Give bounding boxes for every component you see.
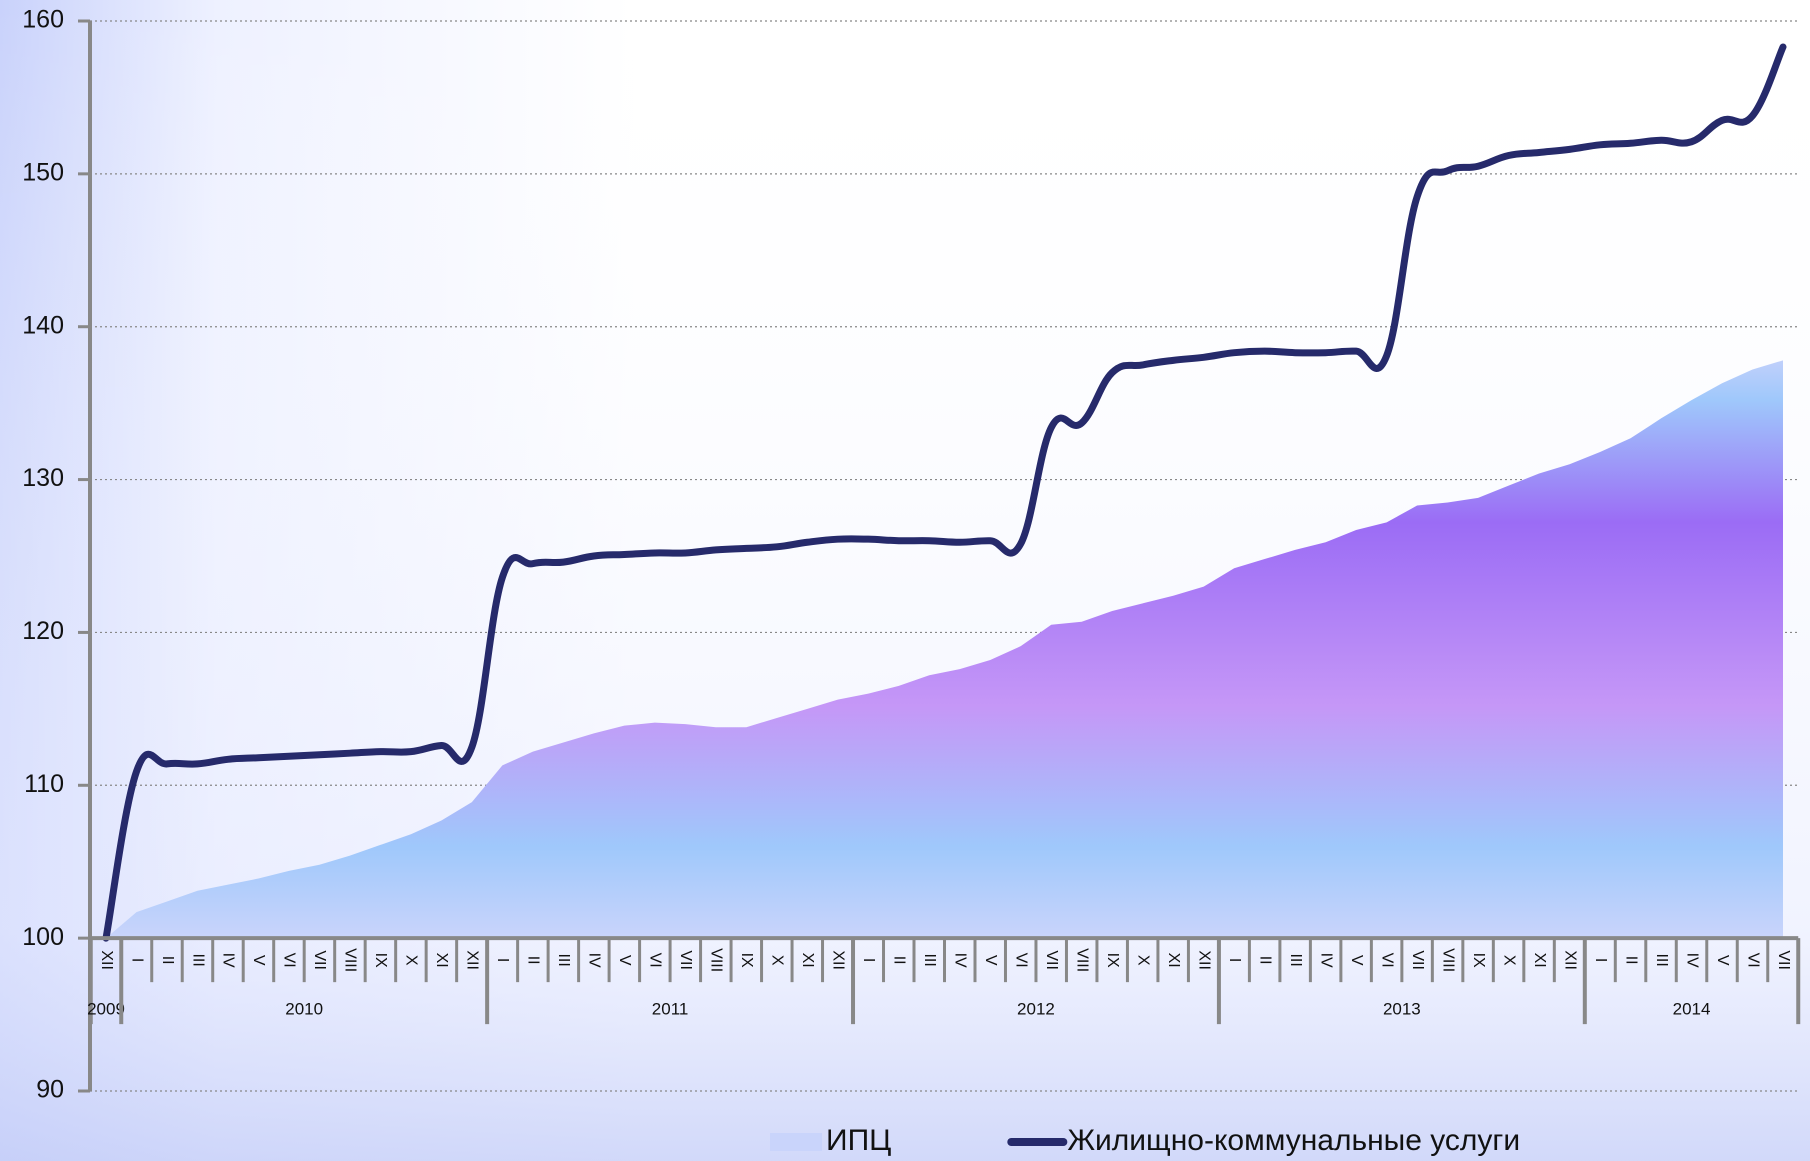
month-label: VII — [1043, 950, 1060, 970]
month-label: VI — [1378, 953, 1395, 968]
month-label: VI — [1012, 953, 1029, 968]
month-label: VIII — [1439, 948, 1456, 972]
y-tick-label: 130 — [22, 464, 64, 492]
year-label: 2011 — [652, 1000, 689, 1019]
month-label: V — [982, 955, 999, 966]
month-label: XI — [1165, 953, 1182, 968]
year-label: 2010 — [285, 1000, 323, 1019]
month-label: V — [250, 955, 267, 966]
month-label: V — [1714, 955, 1731, 966]
y-tick-label: 140 — [22, 311, 64, 339]
month-label: XI — [1531, 953, 1548, 968]
month-label: IV — [586, 953, 603, 968]
month-label: VI — [281, 953, 298, 968]
month-label: VII — [311, 950, 328, 970]
y-tick-label: 120 — [22, 617, 64, 645]
month-label: VIII — [1073, 948, 1090, 972]
legend-label: ИПЦ — [826, 1124, 891, 1157]
month-label: II — [159, 956, 176, 965]
y-tick-label: 110 — [24, 770, 64, 798]
year-label: 2012 — [1017, 1000, 1055, 1019]
month-label: IV — [952, 953, 969, 968]
month-label: VII — [1409, 950, 1426, 970]
legend-label: Жилищно-коммунальные услуги — [1067, 1124, 1520, 1157]
month-label: IV — [1683, 953, 1700, 968]
month-label: II — [525, 956, 542, 965]
month-label: I — [128, 958, 145, 962]
year-label: 2014 — [1673, 1000, 1711, 1019]
y-tick-label: 100 — [22, 923, 64, 951]
month-label: III — [189, 953, 206, 966]
month-label: XII — [1561, 950, 1578, 970]
month-label: I — [494, 958, 511, 962]
y-tick-label: 160 — [22, 6, 64, 34]
month-label: II — [891, 956, 908, 965]
housing-line — [102, 43, 1787, 942]
month-label: V — [1348, 955, 1365, 966]
month-label: VIII — [342, 948, 359, 972]
month-label: V — [616, 955, 633, 966]
y-tick-label: 150 — [22, 158, 64, 186]
month-label: VI — [647, 953, 664, 968]
legend-swatch — [770, 1133, 822, 1151]
y-tick-label: 90 — [36, 1076, 64, 1104]
month-label: I — [1592, 958, 1609, 962]
month-label: XI — [799, 953, 816, 968]
month-label: IV — [1317, 953, 1334, 968]
month-label: IX — [738, 953, 755, 968]
month-label: X — [1500, 955, 1517, 966]
month-label: XII — [98, 950, 115, 970]
month-label: XII — [830, 950, 847, 970]
month-label: VII — [677, 950, 694, 970]
month-label: I — [1226, 958, 1243, 962]
month-label: IX — [1104, 953, 1121, 968]
month-label: X — [403, 955, 420, 966]
month-label: XII — [464, 950, 481, 970]
month-label: XI — [433, 953, 450, 968]
month-label: III — [1287, 953, 1304, 966]
month-label: VII — [1775, 950, 1792, 970]
month-label: VI — [1744, 953, 1761, 968]
month-label: III — [921, 953, 938, 966]
year-label: 2009 — [87, 1000, 125, 1019]
month-label: IV — [220, 953, 237, 968]
month-label: X — [769, 955, 786, 966]
month-label: IX — [372, 953, 389, 968]
cpi-area — [106, 360, 1783, 939]
month-label: XII — [1195, 950, 1212, 970]
month-label: III — [1653, 953, 1670, 966]
month-label: II — [1622, 956, 1639, 965]
month-label: I — [860, 958, 877, 962]
month-label: II — [1256, 956, 1273, 965]
month-label: III — [555, 953, 572, 966]
year-label: 2013 — [1383, 1000, 1421, 1019]
month-label: IX — [1470, 953, 1487, 968]
month-label: X — [1134, 955, 1151, 966]
month-label: VIII — [708, 948, 725, 972]
